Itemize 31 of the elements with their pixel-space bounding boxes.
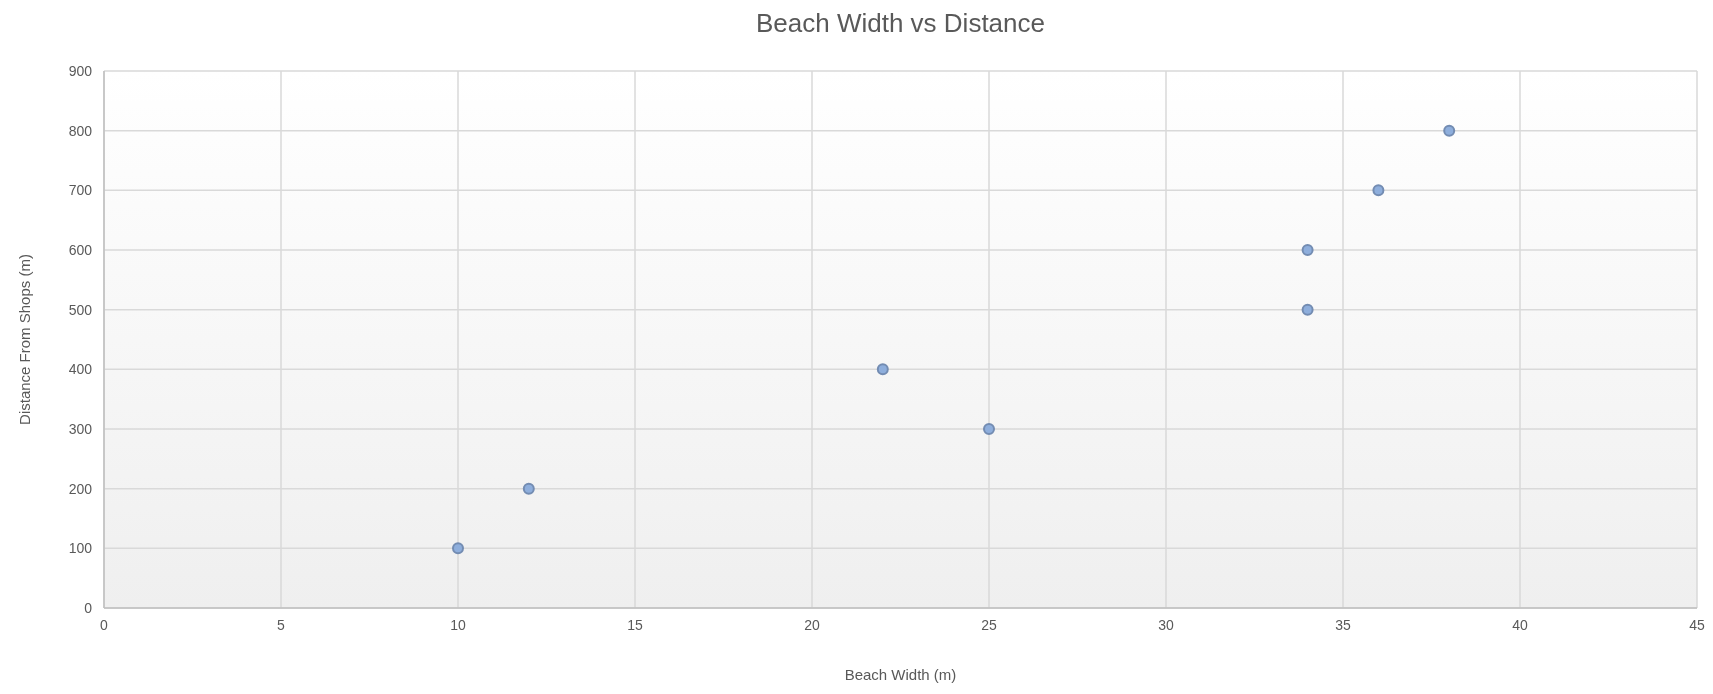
point — [1301, 303, 1314, 316]
y-tick-label: 600 — [68, 242, 93, 258]
y-tick-label: 100 — [68, 540, 93, 557]
x-tick-label: 35 — [1335, 617, 1351, 633]
x-tick-label: 40 — [1512, 617, 1528, 633]
y-tick-label: 300 — [68, 421, 93, 437]
y-tick-label: 0 — [84, 600, 93, 616]
y-tick-label: 500 — [68, 301, 93, 318]
x-tick-label: 0 — [100, 617, 109, 633]
x-tick-label: 45 — [1689, 617, 1705, 633]
y-tick-label: 700 — [68, 182, 93, 199]
point — [1301, 244, 1314, 256]
point — [983, 423, 995, 435]
x-tick-label: 20 — [804, 617, 820, 633]
x-tick-label: 30 — [1158, 617, 1174, 633]
point — [522, 482, 535, 495]
chart-title: Beach Width vs Distance — [755, 8, 1046, 38]
x-tick-label: 5 — [277, 617, 286, 633]
point — [1443, 124, 1456, 137]
y-tick-label: 800 — [68, 122, 93, 139]
point — [876, 363, 889, 376]
y-tick-label: 200 — [68, 480, 93, 497]
x-tick-label: 10 — [450, 617, 466, 633]
y-axis-title: Distance From Shops (m) — [16, 254, 33, 425]
y-tick-label: 900 — [68, 63, 93, 79]
x-tick-label: 25 — [981, 617, 997, 633]
point — [452, 542, 464, 555]
x-axis-title: Beach Width (m) — [844, 666, 957, 683]
x-tick-label: 15 — [627, 617, 643, 633]
point — [1372, 184, 1385, 197]
y-tick-label: 400 — [68, 361, 93, 378]
